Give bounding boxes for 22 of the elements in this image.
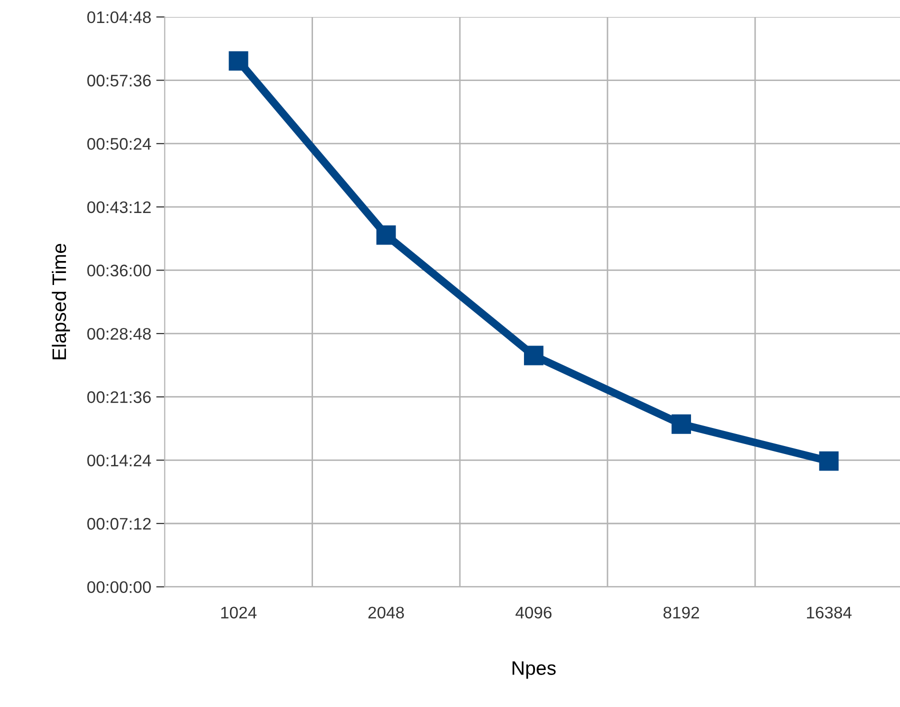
point — [524, 346, 544, 366]
y-tick-label: 00:57:36 — [87, 74, 151, 86]
x-tick-label: 16384 — [807, 606, 852, 618]
y-tick-label: 00:14:24 — [87, 454, 152, 466]
y-tick-label: 00:36:00 — [87, 264, 151, 276]
y-tick-label: 01:04:48 — [87, 11, 151, 24]
x-tick-label: 1024 — [221, 606, 257, 618]
point — [228, 51, 248, 71]
y-tick-label: 00:07:12 — [87, 518, 151, 530]
point — [672, 414, 692, 434]
point — [376, 225, 396, 245]
y-tick-label: 00:50:24 — [87, 138, 152, 150]
x-axis-title: Npes — [512, 661, 556, 679]
point — [819, 451, 839, 471]
x-tick-label: 8192 — [663, 606, 700, 618]
y-tick-label: 00:21:36 — [87, 391, 151, 404]
y-tick-label: 00:28:48 — [87, 328, 151, 340]
y-axis-title: Elapsed Time — [52, 244, 70, 360]
x-tick-label: 4096 — [516, 606, 552, 618]
x-tick-label: 2048 — [368, 606, 404, 618]
y-tick-label: 00:43:12 — [87, 201, 151, 214]
y-tick-label: 00:00:00 — [87, 581, 151, 594]
